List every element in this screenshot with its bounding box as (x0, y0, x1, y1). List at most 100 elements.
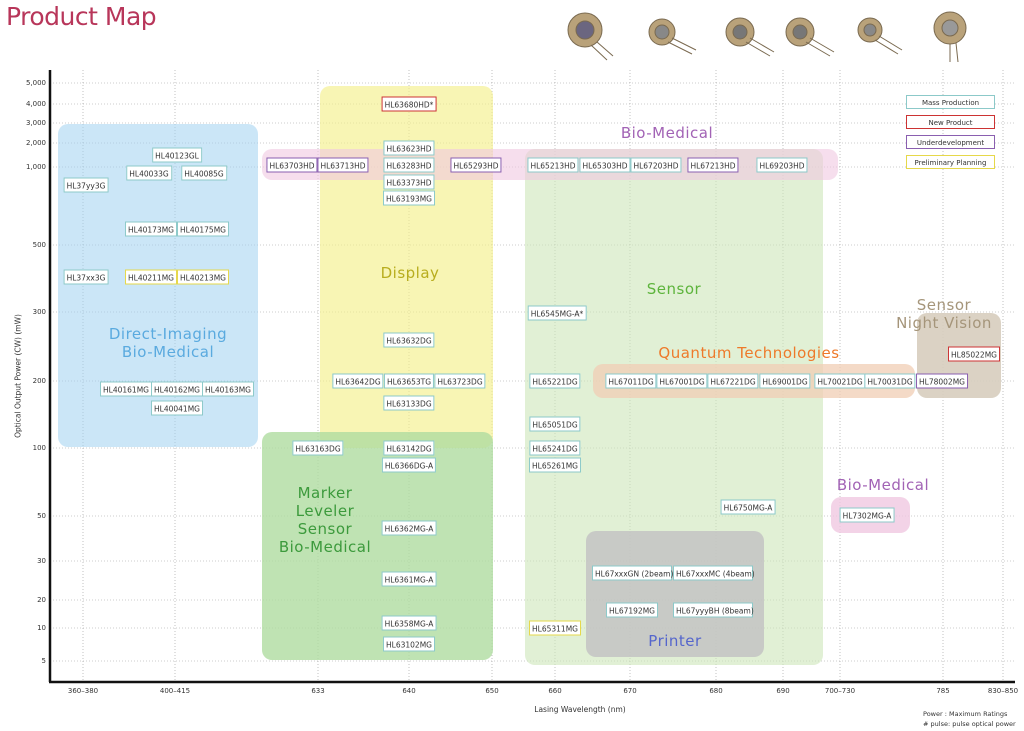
x-tick-label: 670 (623, 687, 637, 695)
product-box: HL65311MG (529, 620, 581, 636)
x-tick-label: 690 (776, 687, 790, 695)
region-label-line: Bio-Medical (121, 343, 215, 361)
product-box: HL70021DG (814, 373, 866, 389)
product-box: HL40213MG (177, 269, 229, 285)
page-title: Product Map (6, 2, 157, 31)
product-box: HL6545MG-A* (527, 305, 587, 321)
product-box: HL67192MG (606, 602, 658, 618)
region-label: Printer (648, 632, 701, 650)
region-label-line: Printer (648, 632, 702, 650)
product-box: HL63642DG (332, 373, 384, 389)
region-label-line: Leveler (295, 502, 355, 520)
laser-images (567, 11, 967, 62)
region-label: Direct-Imaging Bio-Medical (109, 325, 227, 361)
y-tick-label: 30 (37, 557, 46, 565)
y-tick-label: 300 (32, 308, 46, 316)
product-box: HL65213HD (527, 157, 579, 173)
y-tick-label: 4,000 (25, 100, 46, 108)
footnote: # pulse: pulse optical power (923, 720, 1016, 728)
product-box: HL63193MG (383, 190, 435, 206)
product-box: HL63713HD (317, 157, 369, 173)
product-box: HL63142DG (383, 440, 435, 456)
y-tick-label: 3,000 (25, 119, 46, 127)
region-label-line: Marker (297, 484, 353, 502)
product-box: HL37yy3G (63, 177, 109, 193)
legend-item: Preliminary Planning (906, 155, 995, 169)
region-label: Quantum Technologies (658, 344, 839, 362)
x-tick-label: 360–380 (67, 687, 99, 695)
product-box: HL65051DG (529, 416, 581, 432)
product-box: HL63283HD (383, 157, 435, 173)
y-tick-label: 100 (32, 444, 46, 452)
region-label-line: Direct-Imaging (108, 325, 228, 343)
product-box: HL63723DG (434, 373, 486, 389)
product-box: HL70031DG (864, 373, 916, 389)
region-label-line: Bio-Medical (620, 124, 714, 142)
region-label-line: Sensor (646, 280, 702, 298)
product-box: HL63133DG (383, 395, 435, 411)
product-box: HL69001DG (759, 373, 811, 389)
product-box: HL63680HD* (381, 96, 437, 112)
product-box: HL65261MG (529, 457, 581, 473)
product-box: HL63632DG (383, 332, 435, 348)
product-box: HL67203HD (630, 157, 682, 173)
region (262, 432, 493, 660)
region-label: Bio-Medical (837, 476, 929, 494)
product-box: HL40085G (181, 165, 227, 181)
product-box: HL40211MG (125, 269, 177, 285)
y-tick-label: 1,000 (25, 163, 46, 171)
product-box: HL67xxxGN (2beam) (592, 565, 673, 581)
region-label: Display (381, 264, 440, 282)
y-tick-label: 500 (32, 241, 46, 249)
region-label: Bio-Medical (621, 124, 713, 142)
product-box: HL40175MG (177, 221, 229, 237)
y-tick-label: 2,000 (25, 139, 46, 147)
product-box: HL63653TG (383, 373, 435, 389)
product-box: HL7302MG-A (839, 507, 895, 523)
region-label-line: Bio-Medical (278, 538, 372, 556)
product-box: HL67213HD (687, 157, 739, 173)
product-box: HL37xx3G (63, 269, 109, 285)
product-box: HL78002MG (916, 373, 968, 389)
product-box: HL40041MG (151, 400, 203, 416)
product-box: HL65221DG (529, 373, 581, 389)
x-tick-label: 640 (402, 687, 416, 695)
product-box: HL67xxxMC (4beam) (673, 565, 755, 581)
region-label: Sensor (647, 280, 701, 298)
region-label-line: Display (380, 264, 440, 282)
footnote: Power : Maximum Ratings (923, 710, 1008, 718)
product-box: HL6361MG-A (381, 571, 437, 587)
legend-item: Underdevelopment (906, 135, 995, 149)
region-label-line: Sensor (916, 296, 972, 314)
y-axis-label: Optical Output Power (CW) (mW) (13, 314, 23, 438)
product-box: HL85022MG (948, 346, 1000, 362)
x-tick-label: 830–850 (987, 687, 1019, 695)
product-box: HL63163DG (292, 440, 344, 456)
product-box: HL63102MG (383, 636, 435, 652)
x-tick-label: 700–730 (824, 687, 856, 695)
region-label-line: Quantum Technologies (658, 344, 840, 362)
product-box: HL65293HD (450, 157, 502, 173)
product-box: HL40163MG (202, 381, 254, 397)
x-tick-label: 400–415 (159, 687, 191, 695)
product-box: HL63373HD (383, 174, 435, 190)
y-tick-label: 5,000 (25, 79, 46, 87)
x-tick-label: 660 (548, 687, 562, 695)
y-tick-label: 200 (32, 377, 46, 385)
product-box: HL63623HD (383, 140, 435, 156)
product-box: HL67221DG (707, 373, 759, 389)
product-box: HL63703HD (266, 157, 318, 173)
x-tick-label: 633 (311, 687, 325, 695)
x-tick-label: 785 (936, 687, 950, 695)
product-box: HL69203HD (756, 157, 808, 173)
product-box: HL40173MG (125, 221, 177, 237)
product-box: HL65241DG (529, 440, 581, 456)
y-tick-label: 10 (37, 624, 46, 632)
product-box: HL40123GL (152, 147, 202, 163)
y-tick-label: 20 (37, 596, 46, 604)
region-label: Marker Leveler Sensor Bio-Medical (279, 484, 371, 556)
x-axis-label: Lasing Wavelength (nm) (534, 705, 626, 714)
region-label-line: Bio-Medical (836, 476, 930, 494)
product-box: HL65303HD (579, 157, 631, 173)
